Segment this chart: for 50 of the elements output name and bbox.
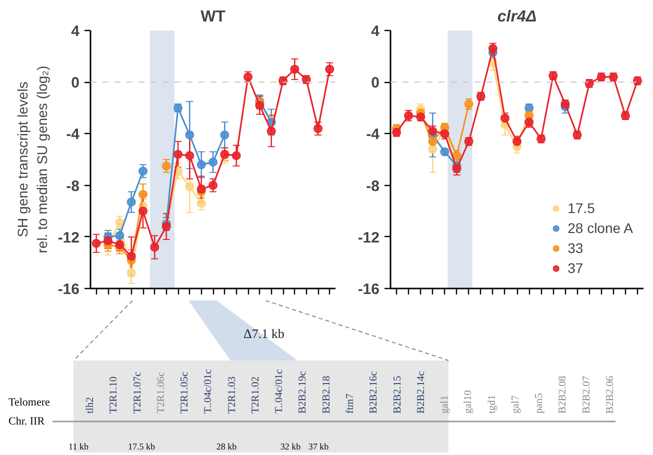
- text: B2B2.08: [558, 376, 569, 414]
- y-tick-label: -12: [58, 229, 80, 246]
- text: gal10: [463, 390, 474, 414]
- y-tick-label: 0: [371, 74, 380, 92]
- text: T2R1.02: [250, 376, 262, 414]
- text: Telomere: [8, 396, 50, 408]
- chart-title: clr4Δ: [497, 8, 537, 26]
- text: pan5: [534, 393, 546, 414]
- text: gal7: [510, 395, 522, 414]
- text: 28 kb: [216, 442, 238, 452]
- chart-title: WT: [200, 8, 226, 26]
- y-tick-label: -8: [66, 178, 80, 195]
- text: T..04c/01c: [274, 369, 286, 414]
- text: B2B2.07: [581, 376, 592, 414]
- text: B2B2.15: [392, 376, 404, 414]
- text: tgd1: [486, 394, 498, 414]
- y-tick-label: 4: [71, 23, 80, 40]
- text: gal1: [440, 395, 451, 414]
- text: 17.5 kb: [128, 442, 156, 452]
- text: T2R1.07c: [132, 371, 144, 414]
- legend-label: 28 clone A: [568, 220, 633, 236]
- y-axis-title: SH gene transcript levels rel. to median SU genes (log₂): [14, 66, 50, 254]
- legend-label: 33: [568, 240, 584, 256]
- text: ftm7: [345, 394, 356, 414]
- text: B2B2.14c: [416, 370, 427, 414]
- text: Δ7.1 kb: [244, 326, 284, 341]
- y-tick-label: 4: [371, 23, 380, 40]
- y-tick-label: -16: [358, 281, 380, 298]
- text: T2R1.06c: [156, 371, 167, 414]
- text: 37 kb: [308, 442, 330, 452]
- y-tick-label: -4: [366, 126, 380, 144]
- text: T..04c/01c: [203, 369, 214, 414]
- text: Chr. IIR: [8, 416, 46, 428]
- text: 11 kb: [68, 442, 89, 452]
- text: B2B2.16c: [368, 370, 380, 414]
- text: B2B2.19c: [298, 370, 309, 414]
- text: T2R1.03: [226, 376, 238, 414]
- text: 32 kb: [280, 442, 302, 452]
- text: T2R1.10: [108, 376, 120, 414]
- text: T2R1.05c: [180, 371, 191, 414]
- y-tick-label: -4: [66, 126, 80, 144]
- y-tick-label: -12: [358, 229, 380, 246]
- y-tick-label: -8: [366, 178, 380, 195]
- y-tick-label: 0: [71, 74, 80, 92]
- text: B2B2.06: [605, 376, 616, 414]
- legend-label: 17.5: [568, 200, 595, 216]
- legend-label: 37: [568, 260, 584, 276]
- text: tlh2: [85, 397, 96, 414]
- y-tick-label: -16: [58, 281, 80, 298]
- text: B2B2.18: [321, 376, 332, 414]
